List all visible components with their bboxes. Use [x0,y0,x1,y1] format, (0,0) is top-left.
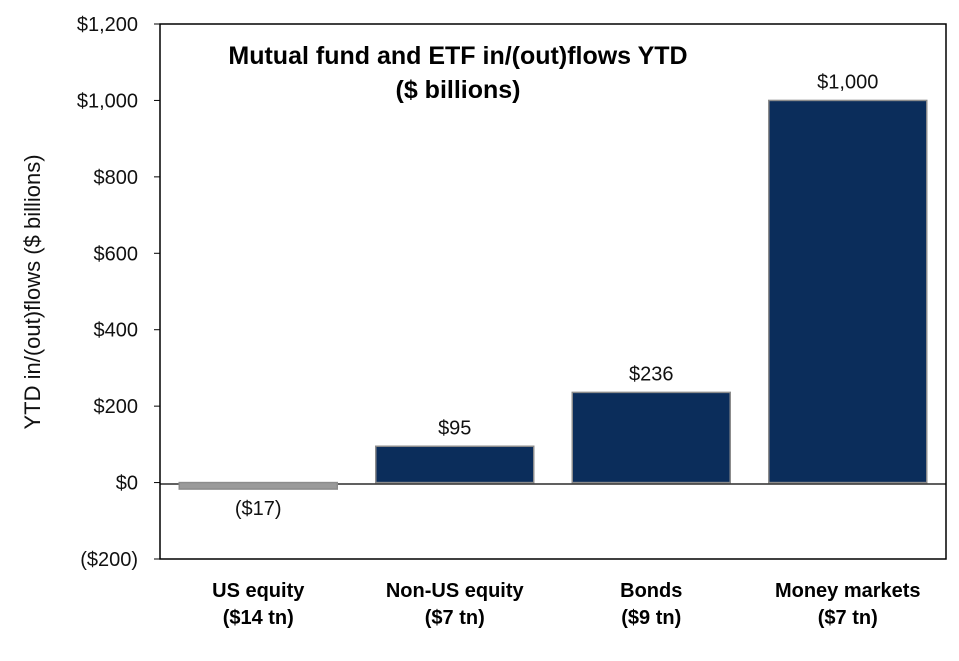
category-sublabel: ($9 tn) [621,607,681,629]
bar-us-equity [178,481,338,490]
data-label: $236 [629,363,674,385]
category-label: Bonds [620,580,682,602]
y-tick-label: $1,000 [77,90,138,112]
y-tick-label: $0 [116,473,138,495]
y-tick-label: $800 [94,167,139,189]
bar-bonds [571,391,731,484]
category-sublabel: ($7 tn) [818,607,878,629]
y-tick-label: $1,200 [77,14,138,36]
category-label: Money markets [775,580,921,602]
category-sublabel: ($7 tn) [425,607,485,629]
bar-money-markets [768,99,928,484]
data-label: $1,000 [817,71,878,93]
y-axis-label: YTD in/(out)flows ($ billions) [20,154,45,429]
y-tick-label: $600 [94,243,139,265]
y-tick-label: $400 [94,320,139,342]
category-label: US equity [212,580,305,602]
y-tick-label: $200 [94,396,139,418]
data-label: $95 [438,417,471,439]
plot-frame [159,23,947,560]
category-sublabel: ($14 tn) [223,607,294,629]
chart-title: Mutual fund and ETF in/(out)flows YTD [228,42,687,70]
category-label: Non-US equity [386,580,525,602]
chart-subtitle: ($ billions) [396,76,521,104]
bar-non-us-equity [375,445,535,484]
y-tick-label: ($200) [80,549,138,571]
data-label: ($17) [235,498,282,520]
